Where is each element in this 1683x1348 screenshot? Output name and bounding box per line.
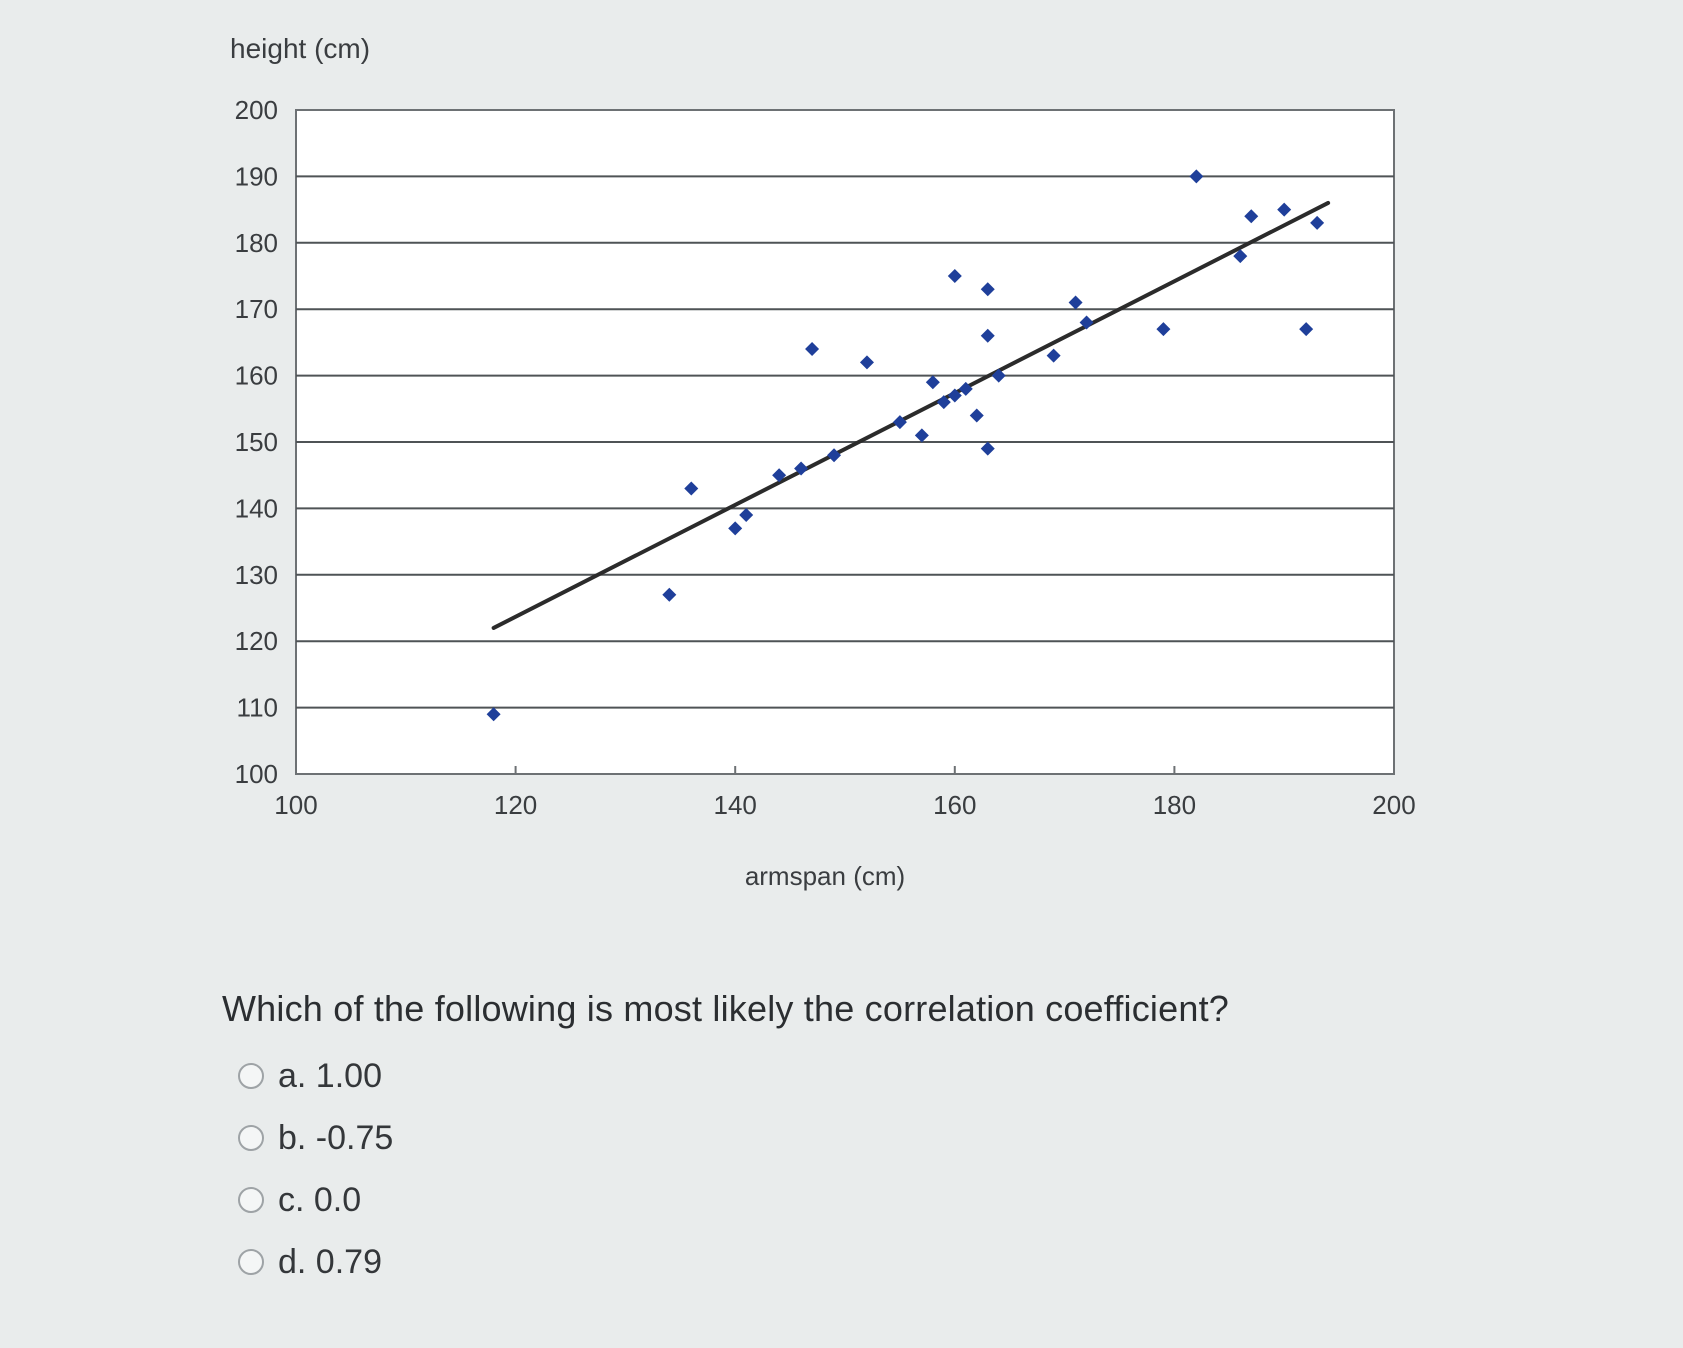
x-tick-label: 120	[494, 790, 537, 820]
option-d[interactable]: d. 0.79	[238, 1231, 393, 1293]
radio-button[interactable]	[238, 1249, 264, 1275]
x-tick-label: 140	[714, 790, 757, 820]
data-point	[1310, 215, 1325, 230]
data-point	[1299, 322, 1314, 337]
option-a[interactable]: a. 1.00	[238, 1045, 393, 1107]
data-point	[1068, 295, 1083, 310]
radio-button[interactable]	[238, 1063, 264, 1089]
data-point	[1079, 315, 1094, 330]
data-point	[947, 388, 962, 403]
y-tick-label: 130	[235, 560, 278, 590]
data-point	[1277, 202, 1292, 217]
trendline	[491, 200, 1331, 630]
data-point	[958, 381, 973, 396]
data-point	[1156, 322, 1171, 337]
grid-lines	[295, 175, 1395, 774]
data-point	[859, 355, 874, 370]
data-point	[936, 395, 951, 410]
data-point	[486, 707, 501, 722]
data-point	[805, 342, 820, 357]
radio-button[interactable]	[238, 1187, 264, 1213]
data-point	[969, 408, 984, 423]
y-tick-label: 190	[235, 161, 278, 191]
answer-options: a. 1.00 b. -0.75 c. 0.0 d. 0.79	[238, 1045, 393, 1293]
data-point	[1233, 249, 1248, 264]
data-point	[980, 328, 995, 343]
x-tick-label: 180	[1153, 790, 1196, 820]
y-tick-label: 160	[235, 361, 278, 391]
data-points	[486, 169, 1325, 722]
option-b[interactable]: b. -0.75	[238, 1107, 393, 1169]
trendline-group	[491, 200, 1331, 630]
y-tick-label: 140	[235, 493, 278, 523]
option-label: c. 0.0	[278, 1180, 362, 1219]
x-tick-labels: 100 120 140 160 180 200	[274, 790, 1415, 820]
y-axis-label: height (cm)	[230, 33, 370, 64]
y-tick-label: 120	[235, 626, 278, 656]
data-point	[991, 368, 1006, 383]
data-point	[662, 587, 677, 602]
data-point	[1189, 169, 1204, 184]
data-point	[827, 448, 842, 463]
y-tick-labels: 200 190 180 170 160 150 140 130 120 110 100	[235, 95, 278, 789]
x-axis-label: armspan (cm)	[745, 861, 905, 891]
y-tick-label: 100	[235, 759, 278, 789]
data-point	[1244, 209, 1259, 224]
question-text: Which of the following is most likely th…	[222, 988, 1229, 1029]
radio-button[interactable]	[238, 1125, 264, 1151]
option-label: b. -0.75	[278, 1118, 394, 1157]
data-point	[1046, 348, 1061, 363]
data-point	[914, 428, 929, 443]
data-point	[892, 415, 907, 430]
data-point	[739, 508, 754, 523]
data-point	[980, 441, 995, 456]
data-point	[794, 461, 809, 476]
y-tick-label: 200	[235, 95, 278, 125]
y-tick-label: 150	[235, 427, 278, 457]
x-tick-label: 100	[274, 790, 317, 820]
data-point	[728, 521, 743, 536]
data-point	[980, 282, 995, 297]
option-label: a. 1.00	[278, 1056, 382, 1095]
y-tick-label: 170	[235, 294, 278, 324]
x-tick-label: 200	[1372, 790, 1415, 820]
x-tick-label: 160	[933, 790, 976, 820]
option-label: d. 0.79	[278, 1242, 382, 1281]
data-point	[772, 468, 787, 483]
data-point	[925, 375, 940, 390]
data-point	[947, 269, 962, 283]
scatter-chart: 200 190 180 170 160 150 140 130 120 110 100 100 120…	[230, 33, 1416, 891]
y-tick-label: 110	[237, 693, 278, 723]
data-point	[684, 481, 699, 496]
y-tick-label: 180	[235, 228, 278, 258]
option-c[interactable]: c. 0.0	[238, 1169, 393, 1231]
